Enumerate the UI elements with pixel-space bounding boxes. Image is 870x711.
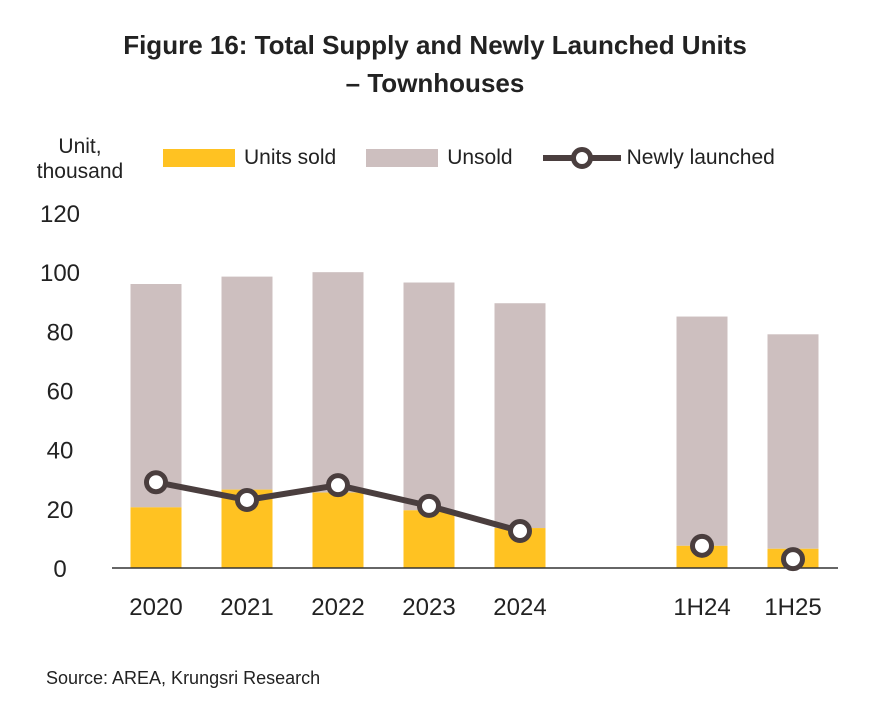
chart-title-line2: – Townhouses xyxy=(345,68,525,98)
marker-newly-launched xyxy=(326,473,350,498)
x-tick-label: 2022 xyxy=(311,594,364,621)
marker-newly-launched xyxy=(690,533,714,558)
y-tick-label: 60 xyxy=(47,379,74,406)
legend-swatch-units-sold xyxy=(163,149,235,167)
x-tick-label: 2024 xyxy=(493,594,546,621)
marker-newly-launched xyxy=(144,470,168,495)
x-tick-label: 1H25 xyxy=(764,594,821,621)
marker-newly-launched xyxy=(508,519,532,544)
x-tick-label: 2021 xyxy=(220,594,273,621)
legend-swatch-newly-launched xyxy=(542,147,621,169)
legend-label-unsold: Unsold xyxy=(447,146,513,169)
chart-title-line1: Figure 16: Total Supply and Newly Launch… xyxy=(123,30,747,60)
marker-newly-launched xyxy=(781,547,805,572)
source-note: Source: AREA, Krungsri Research xyxy=(46,668,321,688)
legend-swatch-unsold xyxy=(366,149,439,167)
chart-legend: Units sold Unsold Newly launched xyxy=(163,144,805,172)
chart-title: Figure 16: Total Supply and Newly Launch… xyxy=(0,26,870,102)
unit-label-line1: Unit, xyxy=(58,135,102,158)
x-tick-label: 2023 xyxy=(402,594,455,621)
bar-unsold xyxy=(312,272,364,493)
bar-units-sold xyxy=(130,507,182,568)
bar-unsold xyxy=(130,284,182,508)
bar-unsold xyxy=(494,303,546,529)
legend-label-units-sold: Units sold xyxy=(244,146,337,169)
legend-item-unsold: Unsold xyxy=(366,146,513,170)
bar-units-sold xyxy=(312,492,364,568)
bar-unsold xyxy=(403,282,455,511)
bar-unsold xyxy=(767,334,819,549)
x-tick-label: 2020 xyxy=(129,594,182,621)
y-tick-label: 120 xyxy=(40,201,80,228)
y-tick-label: 20 xyxy=(47,497,74,524)
y-tick-label: 0 xyxy=(53,556,66,583)
y-tick-label: 100 xyxy=(40,260,80,287)
y-axis-unit-label: Unit, thousand xyxy=(30,134,130,184)
unit-label-line2: thousand xyxy=(36,160,124,183)
y-tick-label: 80 xyxy=(47,319,74,346)
marker-newly-launched xyxy=(417,493,441,518)
legend-label-newly-launched: Newly launched xyxy=(626,146,775,169)
y-tick-label: 40 xyxy=(47,438,74,465)
legend-item-units-sold: Units sold xyxy=(163,146,336,170)
bar-unsold xyxy=(221,276,273,490)
legend-item-newly-launched: Newly launched xyxy=(542,144,775,172)
bar-unsold xyxy=(676,316,728,546)
bar-units-sold xyxy=(403,510,455,568)
marker-newly-launched xyxy=(235,487,259,512)
x-tick-label: 1H24 xyxy=(673,594,730,621)
